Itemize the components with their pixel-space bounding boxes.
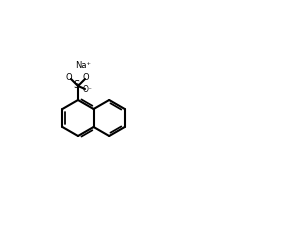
Text: S: S — [73, 80, 79, 90]
Text: O⁻: O⁻ — [83, 85, 93, 94]
Text: O: O — [66, 73, 72, 81]
Text: Na⁺: Na⁺ — [75, 61, 91, 71]
Text: O: O — [83, 73, 89, 81]
